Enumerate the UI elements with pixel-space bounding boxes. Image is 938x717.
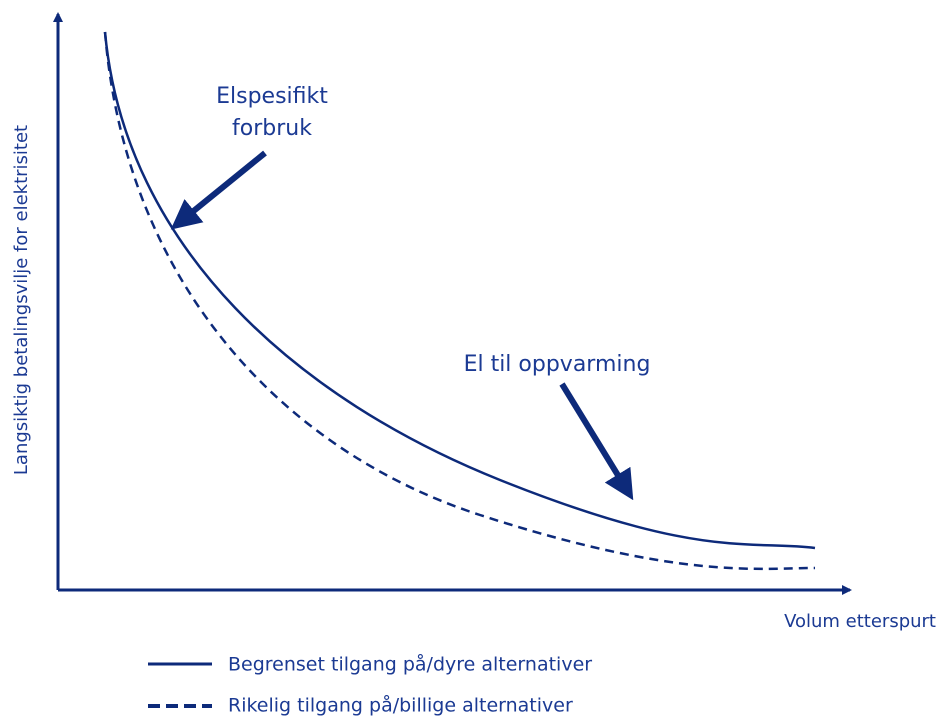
legend-label: Rikelig tilgang på/billige alternativer: [228, 694, 573, 717]
curve-solid: [103, 31, 816, 550]
y-axis-label: Langsiktig betalingsvilje for elektrisit…: [11, 125, 32, 475]
annotation: forbruk: [232, 116, 312, 141]
x-axis-label: Volum etterspurt: [784, 611, 936, 632]
legend-label: Begrenset tilgang på/dyre alternativer: [228, 653, 592, 676]
arrow: [170, 150, 267, 230]
arrow: [559, 382, 634, 501]
annotation: Elspesifikt: [216, 84, 328, 109]
annotation: El til oppvarming: [464, 352, 651, 377]
curve-dashed: [103, 31, 816, 571]
